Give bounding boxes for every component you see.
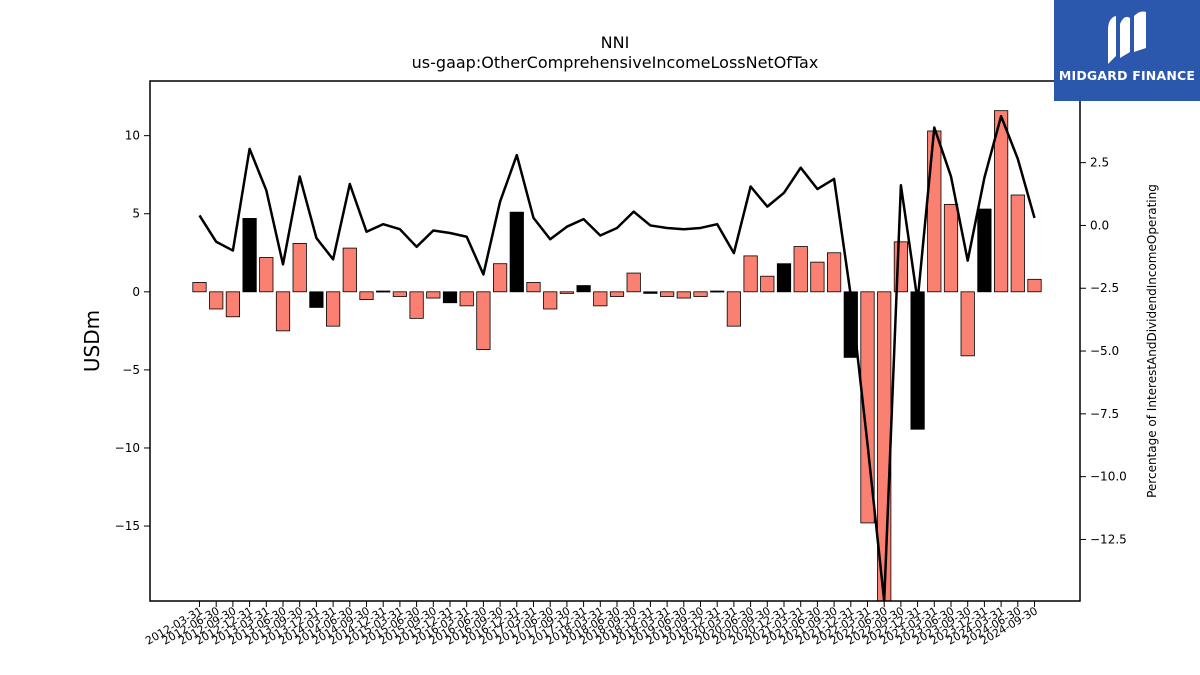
y-tick-label: −5 (122, 363, 140, 377)
bar-2017-09-30 (559, 291, 575, 294)
bar-2018-09-30 (626, 272, 641, 293)
bar-2024-06-30 (1010, 194, 1025, 293)
bar-2019-06-30 (676, 291, 691, 299)
midgard-logo-icon (1108, 11, 1146, 64)
y-tick-label: −15 (115, 519, 140, 533)
y-tick-label: 5 (132, 207, 140, 221)
y2-tick-label: 0.0 (1090, 218, 1109, 232)
bar-2019-12-31 (710, 290, 725, 293)
bar-2017-03-31 (526, 282, 541, 293)
y2-tick-label: −7.5 (1090, 407, 1119, 421)
bar-2014-12-31 (376, 290, 391, 293)
right-axis: 2.5 0.0 −2.5 −5.0 −7.5 −10.0 −12.5 (1080, 156, 1127, 546)
ratio-line (198, 114, 1036, 603)
bar-2020-09-30 (760, 275, 775, 293)
bar-2012-06-30 (209, 291, 224, 310)
chart-title: NNI (601, 33, 630, 52)
bar-2018-12-31 (643, 291, 658, 294)
bar-2022-12-31 (910, 291, 925, 430)
bars-group (192, 110, 1042, 602)
bar-2016-12-31 (509, 211, 524, 293)
bar-2015-12-31 (442, 291, 458, 304)
y-axis-label: USDm (80, 310, 104, 372)
bar-2015-09-30 (426, 291, 441, 299)
y2-tick-label: −5.0 (1090, 344, 1119, 358)
bar-2021-06-30 (810, 261, 825, 293)
y2-tick-label: −12.5 (1090, 532, 1127, 546)
bar-2023-03-31 (927, 130, 942, 293)
y-tick-label: 0 (132, 285, 140, 299)
bar-2020-03-31 (726, 291, 742, 327)
y2-tick-label: −2.5 (1090, 281, 1119, 295)
bar-2024-09-30 (1027, 278, 1042, 293)
bar-2019-03-31 (660, 291, 675, 297)
bar-2016-06-30 (476, 291, 491, 350)
bar-2018-03-31 (593, 291, 608, 307)
bar-2019-09-30 (693, 291, 708, 297)
bar-2014-03-31 (325, 291, 341, 327)
y2-tick-label: −10.0 (1090, 470, 1127, 484)
bar-2013-03-31 (259, 257, 274, 293)
left-axis: 10 5 0 −5 −10 −15 (115, 129, 150, 533)
bar-2015-06-30 (409, 291, 424, 319)
bar-2021-03-31 (793, 246, 808, 293)
bar-2017-12-31 (576, 285, 591, 293)
brand-name: MIDGARD FINANCE (1058, 68, 1196, 83)
y-tick-label: −10 (115, 441, 140, 455)
bar-2023-09-30 (960, 291, 975, 357)
bar-2012-12-31 (242, 218, 257, 293)
bar-2020-06-30 (743, 255, 758, 293)
y2-axis-label: Percentage of InterestAndDividendIncomeO… (1145, 184, 1159, 498)
bar-2016-03-31 (459, 291, 474, 307)
bar-2020-12-31 (776, 263, 792, 293)
bar-2015-03-31 (392, 291, 408, 297)
bar-2016-09-30 (492, 263, 508, 293)
bar-2014-09-30 (359, 291, 374, 301)
plot-frame (149, 80, 1081, 602)
bar-2012-03-31 (192, 282, 207, 293)
bar-2014-06-30 (342, 247, 357, 293)
brand-logo: MIDGARD FINANCE (1054, 0, 1200, 101)
bar-2013-12-31 (309, 291, 324, 308)
y-tick-label: 10 (125, 129, 140, 143)
bar-2013-09-30 (292, 242, 307, 293)
line-group (198, 114, 1036, 603)
x-axis: 2012-03-312012-06-302012-09-302012-12-31… (143, 601, 1040, 648)
bar-2018-06-30 (609, 291, 625, 297)
bar-2023-12-31 (977, 208, 992, 293)
bar-2012-09-30 (225, 291, 240, 318)
bar-2017-06-30 (543, 291, 558, 310)
y2-tick-label: 2.5 (1090, 156, 1109, 170)
bar-2013-06-30 (275, 291, 291, 332)
chart-subtitle: us-gaap:OtherComprehensiveIncomeLossNetO… (412, 53, 819, 72)
bar-2024-03-31 (994, 110, 1009, 293)
bar-2021-09-30 (827, 252, 842, 293)
bar-2023-06-30 (943, 203, 959, 293)
